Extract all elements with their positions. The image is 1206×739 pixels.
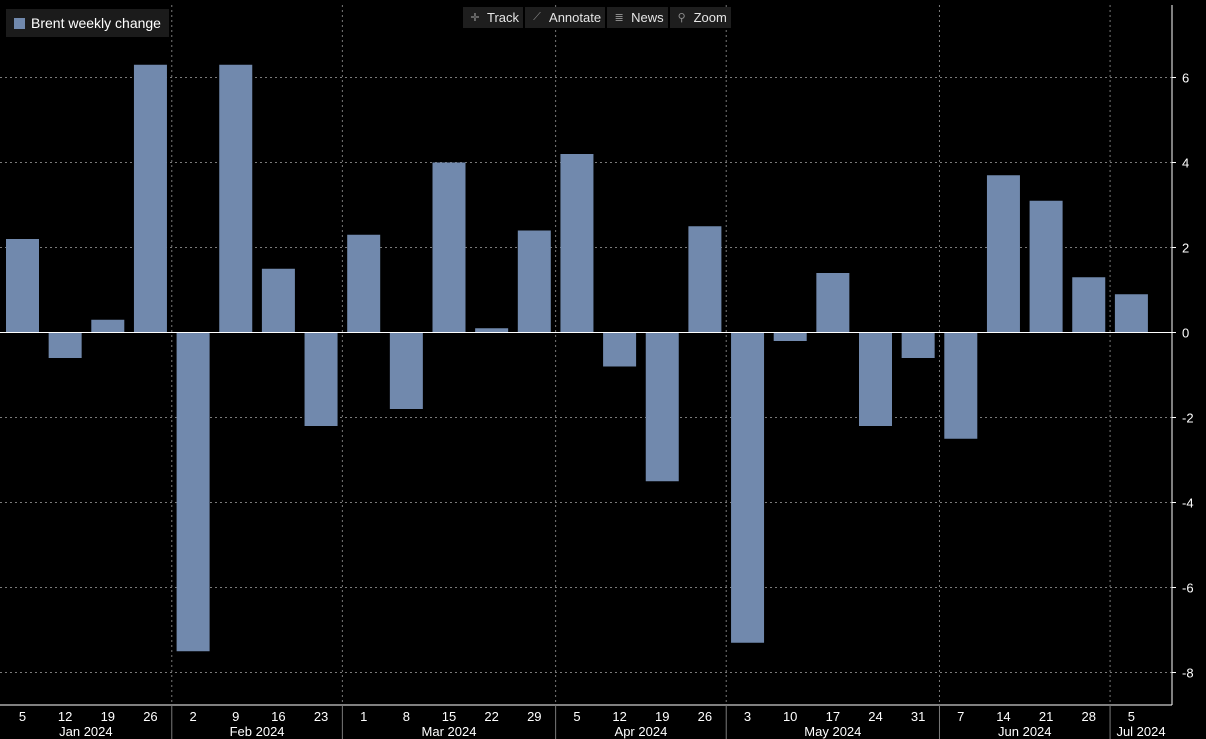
x-tick-label: 16	[271, 709, 285, 724]
x-tick-label: 10	[783, 709, 797, 724]
x-tick-label: 3	[744, 709, 751, 724]
x-tick-label: 2	[189, 709, 196, 724]
x-tick-label: 31	[911, 709, 925, 724]
bar	[6, 239, 39, 333]
crosshair-icon: ✛	[470, 12, 480, 24]
month-label: Mar 2024	[422, 724, 477, 739]
month-label: Feb 2024	[230, 724, 285, 739]
bar	[475, 328, 509, 333]
bar	[91, 319, 125, 333]
magnifier-icon: ⚲	[677, 12, 686, 24]
bar	[432, 162, 466, 333]
bar	[261, 268, 295, 333]
month-label: Jun 2024	[998, 724, 1052, 739]
bar	[133, 64, 167, 333]
x-tick-label: 17	[826, 709, 840, 724]
bar	[304, 332, 338, 426]
x-tick-label: 24	[868, 709, 882, 724]
y-tick-label: 6	[1182, 71, 1189, 86]
news-button-label: News	[631, 10, 664, 25]
legend-swatch	[14, 17, 25, 29]
x-tick-label: 26	[698, 709, 712, 724]
x-tick-label: 9	[232, 709, 239, 724]
bar	[603, 332, 637, 367]
x-tick-label: 23	[314, 709, 328, 724]
x-tick-label: 15	[442, 709, 456, 724]
bar	[944, 332, 978, 439]
bar	[816, 273, 850, 333]
pencil-icon: ⟋	[533, 11, 541, 23]
x-tick-label: 5	[573, 709, 580, 724]
legend-label: Brent weekly change	[31, 15, 161, 31]
month-label: May 2024	[804, 724, 861, 739]
x-tick-label: 21	[1039, 709, 1053, 724]
bar	[176, 332, 210, 652]
news-icon: ≣	[614, 12, 624, 24]
bar	[517, 230, 551, 333]
y-tick-label: -4	[1182, 496, 1194, 511]
chart-legend: Brent weekly change	[6, 9, 169, 37]
bar	[560, 154, 594, 333]
zoom-button-label: Zoom	[693, 10, 727, 25]
bar	[901, 332, 935, 358]
y-tick-label: -8	[1182, 666, 1194, 681]
y-tick-label: -2	[1182, 411, 1194, 426]
chart-toolbar: ✛ Track ⟋ Annotate ≣ News ⚲ Zoom	[463, 7, 731, 28]
y-tick-label: 2	[1182, 241, 1189, 256]
track-button[interactable]: ✛ Track	[463, 7, 524, 28]
bar	[347, 234, 381, 333]
bar	[48, 332, 82, 358]
x-tick-label: 19	[101, 709, 115, 724]
annotate-button[interactable]: ⟋ Annotate	[525, 7, 606, 28]
bar	[219, 64, 253, 333]
x-tick-label: 12	[58, 709, 72, 724]
track-button-label: Track	[487, 10, 520, 25]
bar	[859, 332, 892, 426]
bar	[688, 226, 722, 333]
x-tick-label: 5	[19, 709, 26, 724]
y-tick-label: 0	[1182, 326, 1189, 341]
bar	[1072, 277, 1106, 333]
x-tick-label: 8	[403, 709, 410, 724]
month-label: Jul 2024	[1116, 724, 1165, 739]
bar	[645, 332, 679, 482]
bar	[773, 332, 807, 341]
bar	[731, 332, 765, 643]
month-label: Apr 2024	[615, 724, 668, 739]
bar	[986, 175, 1020, 333]
x-tick-label: 12	[612, 709, 626, 724]
x-tick-label: 1	[360, 709, 367, 724]
zoom-button[interactable]: ⚲ Zoom	[669, 7, 731, 28]
x-tick-label: 22	[484, 709, 498, 724]
news-button[interactable]: ≣ News	[607, 7, 668, 28]
x-tick-label: 19	[655, 709, 669, 724]
x-tick-label: 5	[1128, 709, 1135, 724]
y-tick-label: 4	[1182, 156, 1189, 171]
x-tick-label: 7	[957, 709, 964, 724]
annotate-button-label: Annotate	[549, 10, 602, 25]
month-label: Jan 2024	[59, 724, 113, 739]
x-tick-label: 14	[996, 709, 1010, 724]
x-tick-label: 29	[527, 709, 541, 724]
bar	[389, 332, 423, 409]
y-tick-label: -6	[1182, 581, 1194, 596]
bar	[1114, 294, 1148, 333]
bar	[1029, 200, 1063, 333]
x-tick-label: 26	[143, 709, 157, 724]
x-tick-label: 28	[1082, 709, 1096, 724]
